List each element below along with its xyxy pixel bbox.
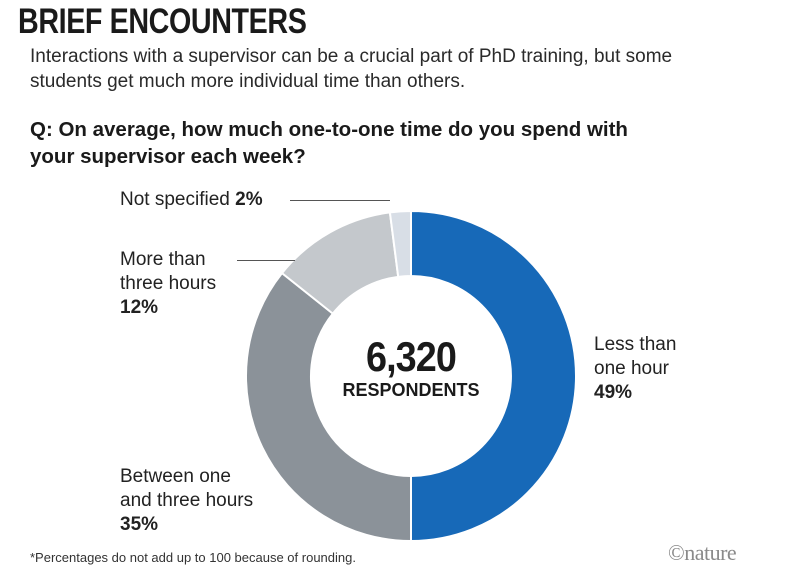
slice-label-not-specified: Not specified 2%	[120, 188, 263, 212]
slice-name-line-1: Between one	[120, 466, 231, 487]
slice-name-line-2: and three hours	[120, 490, 254, 511]
slice-name-line-1: More than	[120, 249, 206, 270]
footnote: *Percentages do not add up to 100 becaus…	[30, 550, 356, 565]
slice-percent: 2%	[235, 189, 263, 210]
slice-label-between-one-and-three: Between one and three hours 35%	[120, 465, 253, 537]
slice-percent: 49%	[594, 382, 633, 403]
survey-question: Q: On average, how much one-to-one time …	[30, 118, 628, 168]
slice-label-less-than-one: Less than one hour 49%	[594, 333, 676, 405]
leader-line-not-specified	[290, 200, 390, 201]
slice-percent: 35%	[120, 514, 159, 535]
center-total: 6,320	[365, 333, 457, 380]
nature-logo: ©nature	[668, 540, 737, 565]
chart-title: BRIEF ENCOUNTERS	[18, 2, 307, 41]
slice-percent: 12%	[120, 297, 159, 318]
slice-name-line-1: Less than	[594, 334, 677, 355]
slice-label-more-than-three: More than three hours 12%	[120, 248, 216, 320]
donut-slice-less-than-one-hour	[410, 209, 577, 543]
center-label: RESPONDENTS	[342, 380, 480, 400]
slice-name-line-2: three hours	[120, 273, 217, 294]
donut-slice-not-specified	[388, 209, 412, 278]
slice-name: Not specified	[120, 189, 230, 210]
donut-slice-between-one-and-three-hours	[245, 271, 412, 543]
chart-subtitle: Interactions with a supervisor can be a …	[30, 46, 673, 92]
slice-name-line-2: one hour	[594, 358, 670, 379]
leader-line-more-than-three	[237, 260, 295, 261]
